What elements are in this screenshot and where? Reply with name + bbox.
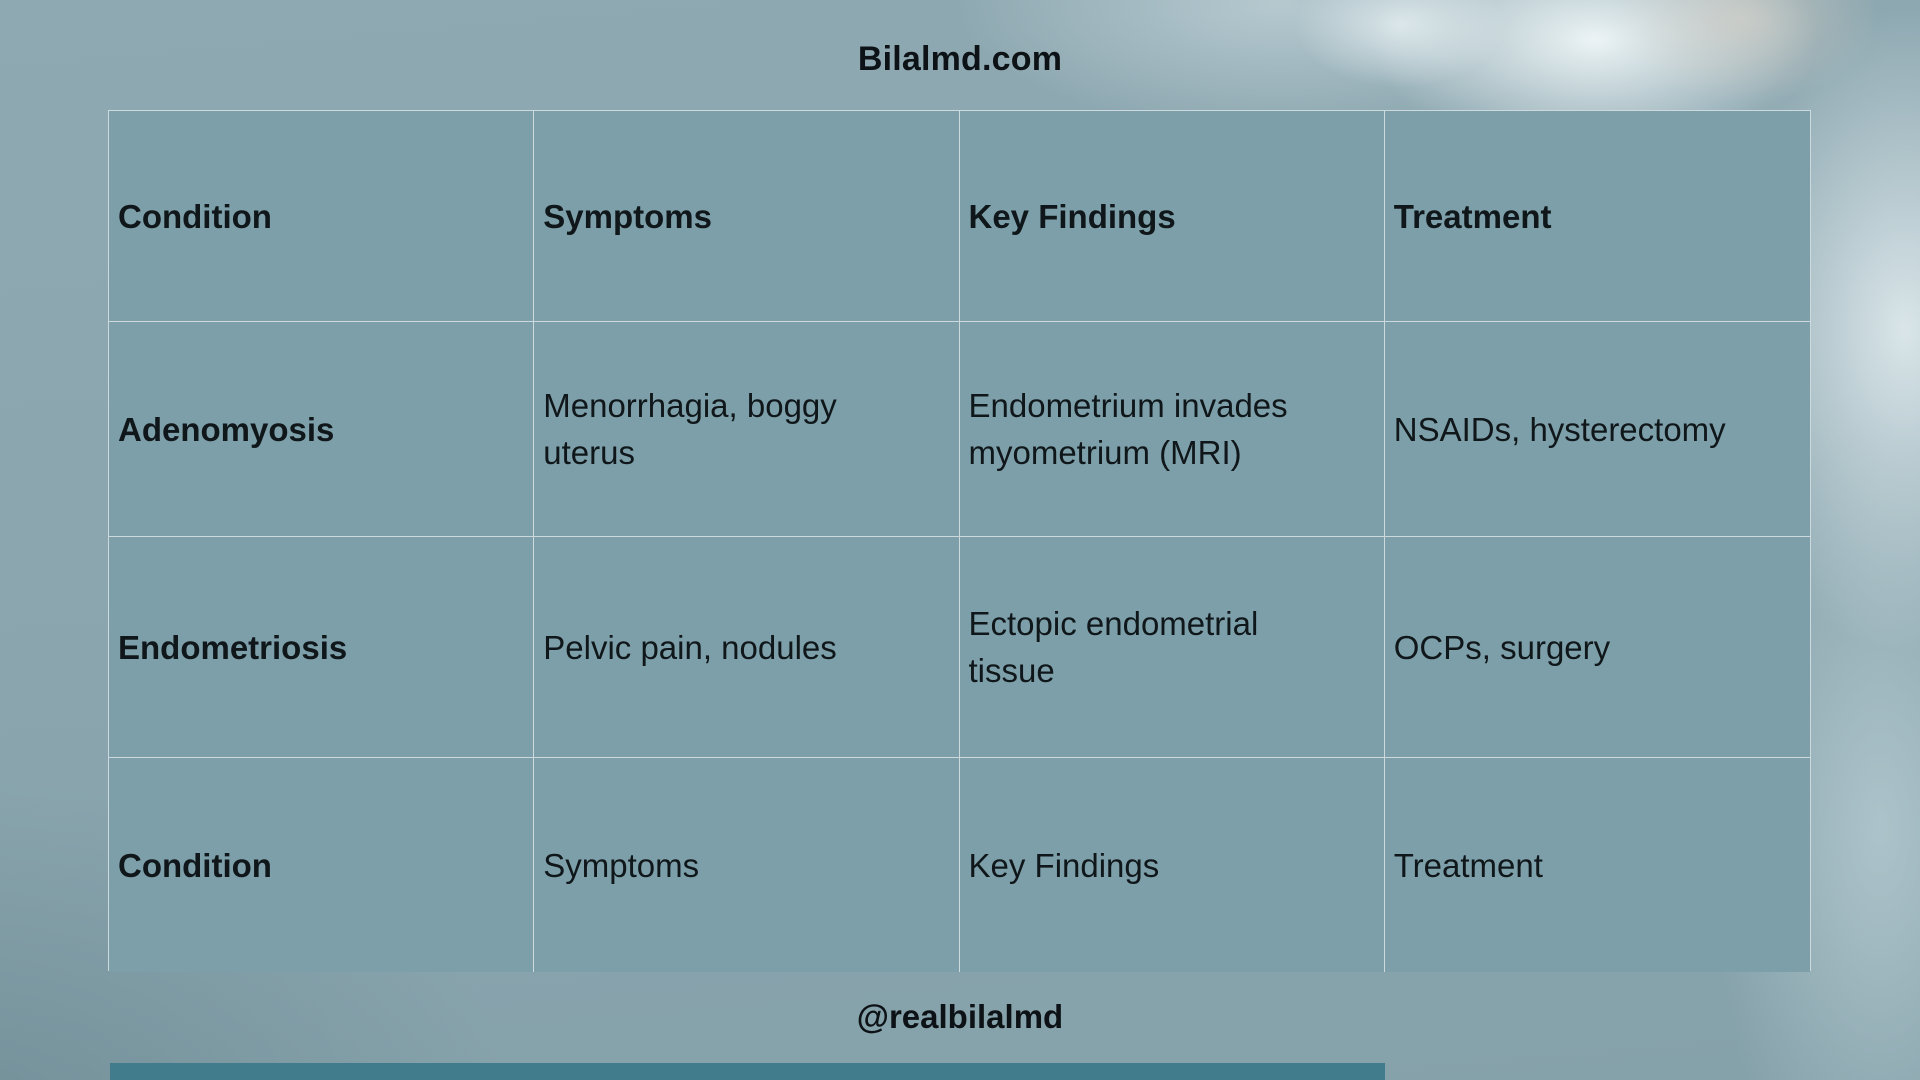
cell-adenomyosis-condition: Adenomyosis [109,322,535,537]
header-cell-treatment: Treatment [1384,111,1810,322]
cell-adenomyosis-symptoms: Menorrhagia, boggy uterus [534,322,960,537]
header-cell-condition: Condition [109,111,535,322]
cell-endometriosis-condition: Endometriosis [109,537,535,758]
cell-placeholder-treatment: Treatment [1384,758,1810,972]
cell-placeholder-condition: Condition [109,758,535,972]
cell-placeholder-symptoms: Symptoms [534,758,960,972]
cell-endometriosis-treatment: OCPs, surgery [1384,537,1810,758]
header-cell-key-findings: Key Findings [959,111,1385,322]
header-cell-symptoms: Symptoms [534,111,960,322]
cell-placeholder-key-findings: Key Findings [959,758,1385,972]
cell-adenomyosis-key-findings: Endometrium invades myometrium (MRI) [959,322,1385,537]
bottom-accent-bar [110,1063,1385,1080]
cell-endometriosis-symptoms: Pelvic pain, nodules [534,537,960,758]
cell-adenomyosis-treatment: NSAIDs, hysterectomy [1384,322,1810,537]
footer-handle: @realbilalmd [856,998,1064,1035]
conditions-table: Condition Symptoms Key Findings Treatmen… [108,110,1811,972]
page-title: Bilalmd.com [857,40,1063,78]
cell-endometriosis-key-findings: Ectopic endometrial tissue [959,537,1385,758]
